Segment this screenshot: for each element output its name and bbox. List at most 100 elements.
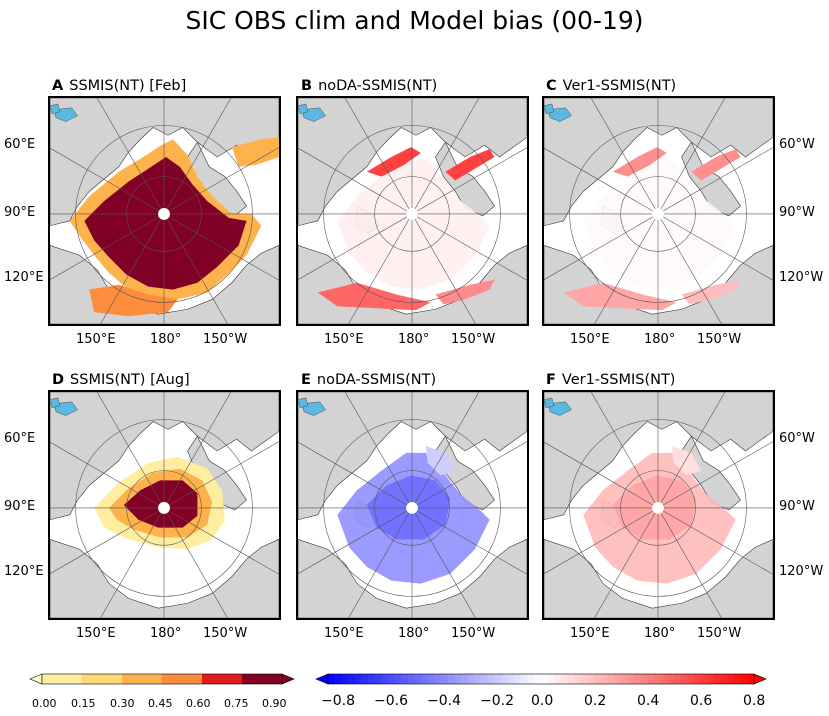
- pole-mask: [158, 502, 170, 514]
- lon-label-150e-c: 150°E: [570, 332, 610, 347]
- clim-tick: 0.30: [110, 697, 135, 710]
- colorbar-bias-segment: [687, 674, 695, 684]
- colorbar-bias-segment: [401, 674, 409, 684]
- colorbar-bias-segment: [647, 674, 655, 684]
- colorbar-bias-segment: [627, 674, 635, 684]
- land-mass: [544, 98, 773, 227]
- colorbar-bias-segment: [347, 674, 356, 684]
- colorbar-bias-segment: [674, 674, 682, 684]
- colorbar-bias-segment: [334, 674, 342, 684]
- panel-d-title: D SSMIS(NT) [Aug]: [52, 372, 190, 388]
- colorbar-bias-segment: [487, 674, 495, 684]
- colorbar-clim-segment: [202, 674, 243, 684]
- colorbar-clim-segment: [162, 674, 203, 684]
- colorbar-bias-segment: [374, 674, 382, 684]
- colorbar-bias-segment: [614, 674, 622, 684]
- colorbar-clim-segment: [82, 674, 123, 684]
- figure-title: SIC OBS clim and Model bias (00-19): [185, 6, 644, 35]
- colorbar-bias-frame: [327, 673, 755, 685]
- bias-tick: −0.2: [480, 693, 514, 709]
- colorbar-bias-segment: [467, 674, 475, 684]
- bias-edge-shelf: [671, 446, 702, 476]
- map-panel-a: [48, 96, 281, 326]
- panel-d-label: SSMIS(NT) [Aug]: [70, 372, 190, 388]
- colorbar-bias-extend-low: [315, 673, 329, 685]
- colorbar-bias-segment: [667, 674, 675, 684]
- colorbar-bias-segment: [700, 674, 708, 684]
- colorbar-bias-segment: [341, 674, 349, 684]
- land-mass: [544, 392, 773, 521]
- colorbar-bias-segment: [560, 674, 569, 684]
- lon-label-150w-e: 150°W: [451, 626, 496, 641]
- panel-c-title: C Ver1-SSMIS(NT): [546, 78, 676, 94]
- colorbar-bias-segment: [367, 674, 376, 684]
- colorbar-bias-segment: [574, 674, 582, 684]
- map-svg: [544, 98, 773, 324]
- colorbar-bias-segment: [654, 674, 662, 684]
- lon-label-90w-top: 90°W: [779, 205, 815, 220]
- colorbar-bias-segment: [554, 674, 562, 684]
- sea-ice-field: [69, 137, 279, 317]
- ice-labrador: [231, 137, 279, 167]
- lon-label-150w-f: 150°W: [697, 626, 742, 641]
- lon-label-150w-a: 150°W: [203, 332, 248, 347]
- lon-label-90e-bottom: 90°E: [4, 499, 36, 514]
- lon-label-180-f: 180°: [644, 626, 676, 641]
- lon-label-60w-top: 60°W: [779, 137, 815, 152]
- lon-label-150w-c: 150°W: [697, 332, 742, 347]
- panel-c-label: Ver1-SSMIS(NT): [562, 78, 677, 94]
- lon-label-60w-bottom: 60°W: [779, 431, 815, 446]
- lake: [544, 103, 555, 114]
- colorbar-bias-segment: [694, 674, 702, 684]
- colorbar-bias-segment: [394, 674, 402, 684]
- panel-a-label: SSMIS(NT) [Feb]: [69, 78, 187, 94]
- panel-d-letter: D: [52, 372, 65, 388]
- colorbar-bias-segment: [427, 674, 435, 684]
- colorbar-bias-segment: [461, 674, 469, 684]
- colorbar-bias-segment: [434, 674, 442, 684]
- colorbar-bias-segment: [634, 674, 642, 684]
- colorbar-clim-segment: [42, 674, 83, 684]
- colorbar-bias-segment: [734, 674, 742, 684]
- bias-field: [563, 147, 741, 311]
- map-panel-d: [48, 390, 281, 620]
- lake: [50, 397, 61, 408]
- lon-label-60e-top: 60°E: [4, 137, 36, 152]
- bias-edge-labrador: [445, 149, 495, 181]
- pole-mask: [158, 208, 170, 220]
- colorbar-bias-segment: [534, 674, 542, 684]
- lon-label-180-d: 180°: [150, 626, 182, 641]
- ice-okhotsk: [89, 284, 178, 317]
- colorbar-bias-segment: [328, 674, 336, 684]
- panel-f-title: F Ver1-SSMIS(NT): [546, 372, 675, 388]
- lon-label-150e-f: 150°E: [570, 626, 610, 641]
- colorbar-clim-extend-high: [281, 673, 295, 685]
- colorbar-bias-segment: [547, 674, 555, 684]
- colorbar-bias: [315, 673, 767, 685]
- ice-core: [84, 156, 247, 290]
- pole-mask: [406, 208, 418, 220]
- land-mass: [50, 392, 279, 521]
- colorbar-bias-segment: [381, 674, 389, 684]
- colorbar-bias-segment: [640, 674, 648, 684]
- lake: [50, 103, 61, 114]
- bias-edge-okhotsk: [317, 282, 431, 311]
- colorbar-bias-segment: [354, 674, 362, 684]
- lake: [298, 103, 309, 114]
- colorbar-bias-segment: [527, 674, 535, 684]
- colorbar-bias-segment: [441, 674, 449, 684]
- colorbar-bias-segment: [447, 674, 455, 684]
- pole-mask: [406, 502, 418, 514]
- clim-tick: 0.75: [224, 697, 249, 710]
- bias-tick: −0.4: [427, 693, 461, 709]
- colorbar-bias-segment: [714, 674, 722, 684]
- map-svg: [298, 392, 527, 618]
- bias-edge-barents: [366, 147, 421, 177]
- map-svg: [50, 98, 279, 324]
- clim-tick: 0.60: [186, 697, 211, 710]
- colorbar-bias-segment: [587, 674, 595, 684]
- lon-label-150e-d: 150°E: [76, 626, 116, 641]
- panel-a-letter: A: [52, 78, 64, 94]
- map-panel-c: [542, 96, 775, 326]
